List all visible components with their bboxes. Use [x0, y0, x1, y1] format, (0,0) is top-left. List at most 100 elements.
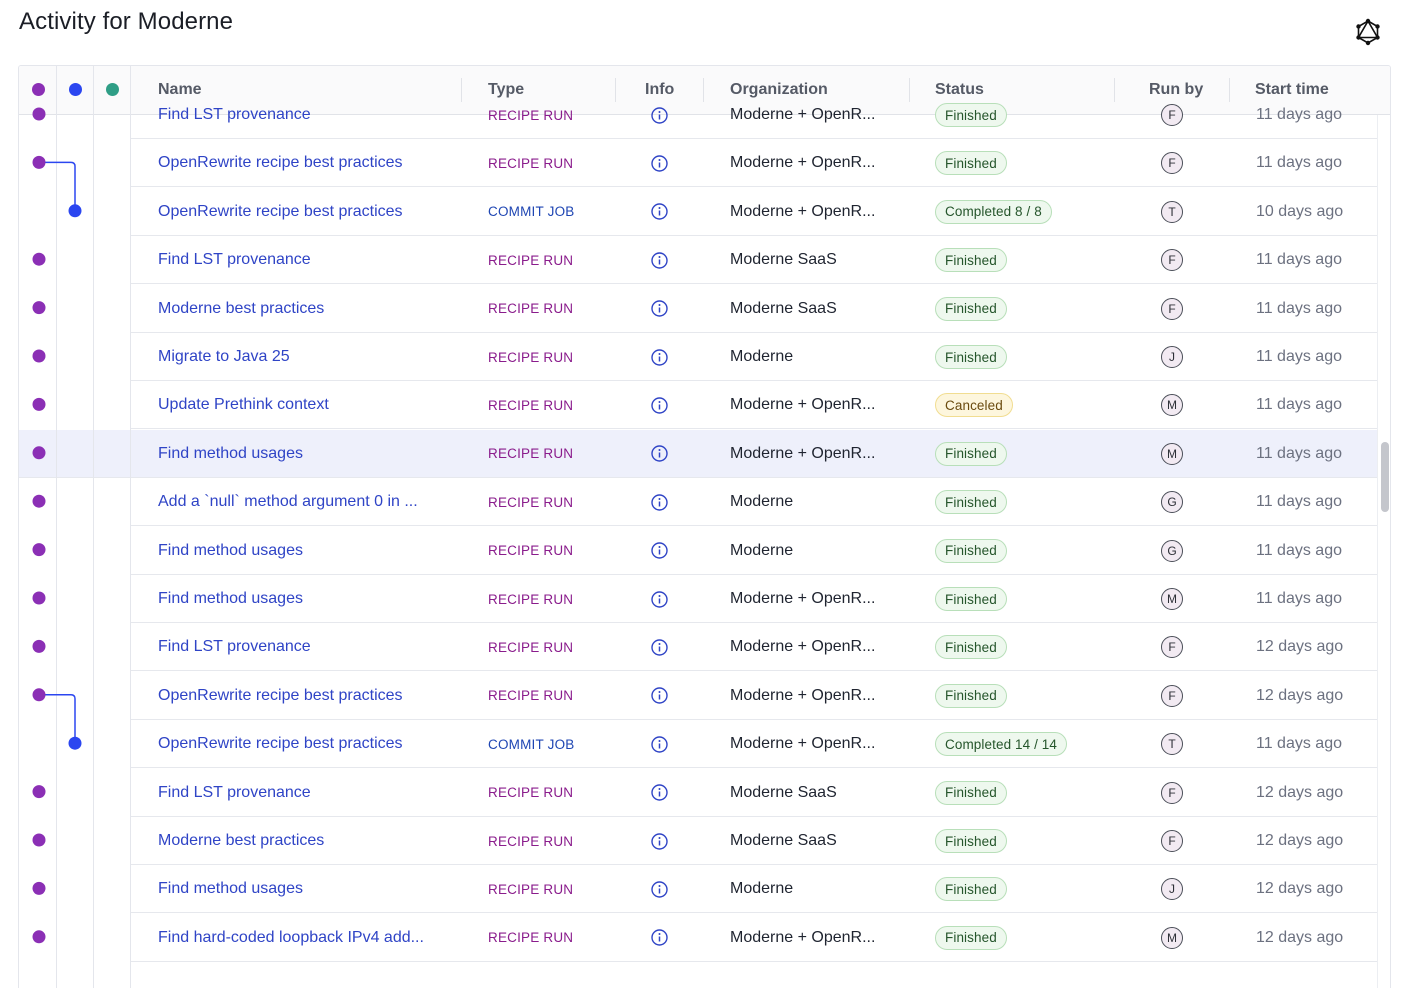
run-by-cell: F	[1161, 769, 1183, 817]
info-button[interactable]	[650, 720, 668, 768]
info-button[interactable]	[650, 285, 668, 333]
status-badge: Finished	[935, 538, 1007, 563]
organization-text: Moderne + OpenR...	[730, 202, 876, 220]
column-header-status[interactable]: Status	[935, 81, 984, 98]
run-name-link[interactable]: Moderne best practices	[158, 299, 325, 317]
avatar[interactable]: M	[1161, 442, 1183, 465]
info-button[interactable]	[650, 333, 668, 381]
avatar[interactable]: J	[1161, 346, 1183, 368]
info-button[interactable]	[650, 672, 668, 720]
run-name-link[interactable]: Migrate to Java 25	[158, 348, 290, 365]
avatar[interactable]: F	[1161, 297, 1183, 320]
avatar[interactable]: F	[1161, 636, 1183, 659]
run-name-link[interactable]: OpenRewrite recipe best practices	[158, 686, 403, 704]
organization-text: Moderne + OpenR...	[730, 590, 876, 607]
info-button[interactable]	[650, 188, 668, 236]
column-header-run-by[interactable]: Run by	[1149, 81, 1204, 98]
avatar[interactable]: M	[1161, 394, 1183, 417]
avatar[interactable]: F	[1161, 152, 1183, 175]
run-name-link[interactable]: Find method usages	[158, 880, 303, 898]
run-name-link[interactable]: Find LST provenance	[158, 638, 311, 656]
avatar[interactable]: F	[1161, 684, 1183, 707]
avatar[interactable]: M	[1161, 926, 1183, 949]
avatar[interactable]: J	[1161, 878, 1183, 901]
table-row[interactable]: Find method usages RECIPE RUN Moderne + …	[131, 429, 1377, 478]
table-row[interactable]: Find method usages RECIPE RUN Moderne Fi…	[131, 527, 1377, 575]
run-name-link[interactable]: Moderne best practices	[158, 832, 325, 849]
scrollbar-track[interactable]	[1377, 115, 1390, 988]
table-row[interactable]: Add a `null` method argument 0 in ... RE…	[131, 478, 1377, 527]
info-button[interactable]	[650, 575, 668, 623]
column-header-start-time[interactable]: Start time	[1255, 81, 1329, 98]
scrollbar-thumb[interactable]	[1381, 442, 1389, 512]
info-button[interactable]	[650, 914, 668, 962]
run-name-link[interactable]: OpenRewrite recipe best practices	[158, 735, 403, 753]
run-name-link[interactable]: Find LST provenance	[158, 783, 311, 801]
organization-text: Moderne + OpenR...	[730, 735, 876, 753]
table-row[interactable]: OpenRewrite recipe best practices COMMIT…	[131, 188, 1377, 236]
info-button[interactable]	[650, 865, 668, 913]
info-button[interactable]	[650, 430, 668, 478]
table-row[interactable]: Find method usages RECIPE RUN Moderne + …	[131, 575, 1377, 623]
table-row[interactable]: Moderne best practices RECIPE RUN Modern…	[131, 285, 1377, 333]
table-row[interactable]: Find LST provenance RECIPE RUN Moderne S…	[131, 769, 1377, 817]
table-row[interactable]: Find LST provenance RECIPE RUN Moderne +…	[131, 623, 1377, 672]
table-row[interactable]: Find hard-coded loopback IPv4 add... REC…	[131, 914, 1377, 962]
run-name-link[interactable]: Find method usages	[158, 541, 303, 559]
run-name-link[interactable]: Find method usages	[158, 590, 303, 607]
avatar[interactable]: F	[1161, 830, 1183, 852]
avatar[interactable]: G	[1161, 539, 1183, 562]
info-circle-icon	[650, 106, 668, 124]
start-time-text: 11 days ago	[1256, 444, 1342, 462]
column-header-type[interactable]: Type	[488, 81, 525, 98]
run-name-link[interactable]: Find LST provenance	[158, 251, 311, 269]
info-button[interactable]	[650, 817, 668, 865]
table-row[interactable]: Find LST provenance RECIPE RUN Moderne S…	[131, 236, 1377, 285]
run-name-link[interactable]: OpenRewrite recipe best practices	[158, 202, 403, 220]
table-row[interactable]: Find method usages RECIPE RUN Moderne Fi…	[131, 865, 1377, 914]
info-button[interactable]	[650, 527, 668, 575]
run-name-link[interactable]: Find hard-coded loopback IPv4 add...	[158, 928, 424, 946]
status-cell: Finished	[935, 623, 1007, 671]
table-row[interactable]: Moderne best practices RECIPE RUN Modern…	[131, 817, 1377, 865]
table-row[interactable]: Find LST provenance RECIPE RUN Moderne +…	[131, 91, 1377, 139]
status-badge: Finished	[935, 877, 1007, 902]
avatar[interactable]: F	[1161, 249, 1183, 272]
table-row[interactable]: Migrate to Java 25 RECIPE RUN Moderne Fi…	[131, 333, 1377, 381]
info-button[interactable]	[650, 769, 668, 817]
run-name-link[interactable]: Update Prethink context	[158, 396, 329, 414]
run-name-link[interactable]: OpenRewrite recipe best practices	[158, 154, 403, 172]
recipe-run-dot	[32, 543, 46, 557]
run-name-link[interactable]: Find LST provenance	[158, 106, 311, 123]
status-badge: Finished	[935, 151, 1007, 176]
avatar[interactable]: F	[1161, 104, 1183, 126]
avatar[interactable]: F	[1161, 781, 1183, 804]
info-button[interactable]	[650, 91, 668, 139]
info-button[interactable]	[650, 623, 668, 671]
start-time-text: 11 days ago	[1256, 735, 1342, 753]
table-row[interactable]: Update Prethink context RECIPE RUN Moder…	[131, 381, 1377, 430]
info-button[interactable]	[650, 139, 668, 187]
column-header-info[interactable]: Info	[645, 81, 675, 98]
run-name-link[interactable]: Find method usages	[158, 444, 303, 462]
avatar[interactable]: T	[1161, 200, 1183, 223]
avatar[interactable]: M	[1161, 588, 1183, 610]
column-header-organization[interactable]: Organization	[730, 81, 828, 98]
info-button[interactable]	[650, 478, 668, 526]
run-by-cell: T	[1161, 720, 1183, 768]
info-circle-icon	[650, 300, 668, 317]
column-header-name[interactable]: Name	[158, 81, 202, 98]
graphql-button[interactable]	[1352, 16, 1384, 48]
run-by-cell: F	[1161, 139, 1183, 187]
run-name-link[interactable]: Add a `null` method argument 0 in ...	[158, 493, 418, 511]
table-row-lane-highlight	[19, 429, 131, 478]
table-row[interactable]: OpenRewrite recipe best practices COMMIT…	[131, 720, 1377, 769]
table-row[interactable]: OpenRewrite recipe best practices RECIPE…	[131, 139, 1377, 188]
avatar[interactable]: T	[1161, 733, 1183, 756]
info-button[interactable]	[650, 381, 668, 429]
run-type-label: RECIPE RUN	[488, 349, 574, 365]
info-button[interactable]	[650, 236, 668, 284]
table-row[interactable]: OpenRewrite recipe best practices RECIPE…	[131, 672, 1377, 720]
info-circle-icon	[650, 590, 668, 608]
avatar[interactable]: G	[1161, 491, 1183, 514]
